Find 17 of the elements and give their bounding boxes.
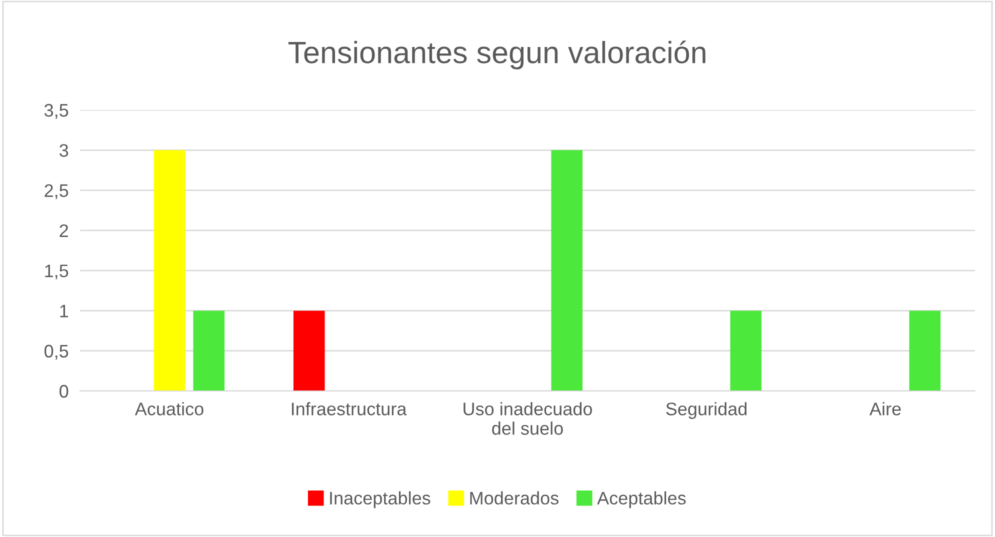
- x-tick-label: Acuatico: [134, 402, 204, 416]
- y-tick-label: 0,5: [44, 344, 68, 360]
- y-tick-label: 1,5: [45, 264, 68, 280]
- legend-label: Aceptables: [597, 491, 686, 508]
- x-tick-label: Seguridad: [666, 402, 746, 419]
- y-tick-label: 3: [60, 144, 68, 157]
- x-tick-label: Infraestructura: [292, 402, 407, 416]
- x-tick-label: Uso inadecuado del suelo: [464, 402, 592, 435]
- legend-label: Inaceptables: [330, 491, 430, 508]
- y-tick-label: 3,5: [44, 104, 68, 119]
- y-tick-label: 1: [60, 304, 68, 318]
- chart-title: Tensionantes segun valoración: [288, 40, 706, 70]
- y-tick-label: 2,5: [44, 184, 68, 200]
- x-tick-label: Aire: [869, 402, 901, 416]
- y-tick-label: 2: [60, 224, 68, 237]
- y-tick-label: 0: [60, 384, 68, 398]
- legend-label: Moderados: [470, 491, 558, 505]
